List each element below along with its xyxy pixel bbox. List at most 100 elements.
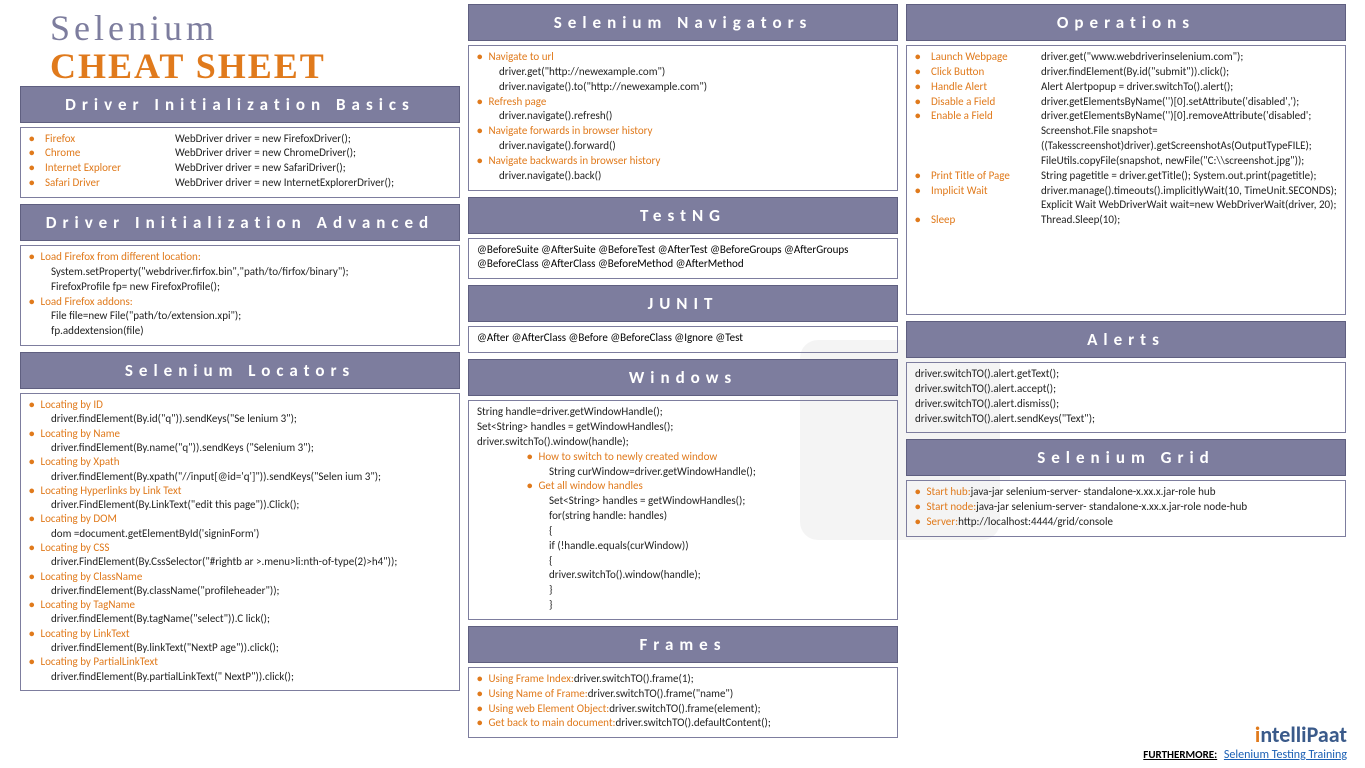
item-code: driver.getElementsByName('')[0].setAttri… xyxy=(1041,95,1337,110)
item-code: driver.findElement(By.id("submit")).clic… xyxy=(1041,65,1337,80)
item-code: java-jar selenium-server- standalone-x.x… xyxy=(976,500,1247,515)
footer-furthermore: FURTHERMORE: xyxy=(1143,748,1217,761)
item-label: Locating by ID xyxy=(40,398,102,412)
code-line: driver.navigate().refresh() xyxy=(477,109,889,124)
code-line: Set<String> handles = getWindowHandles()… xyxy=(477,420,889,435)
brand-logo: intelliPaat xyxy=(1143,721,1347,748)
list-item: •Enable a Field driver.getElementsByName… xyxy=(915,109,1337,168)
box-locators: •Locating by IDdriver.findElement(By.id(… xyxy=(20,393,460,691)
bullet-icon: • xyxy=(915,184,925,214)
bullet-icon: • xyxy=(29,512,34,526)
code-line: } xyxy=(527,598,889,613)
item-label: Navigate to url xyxy=(488,50,553,65)
code-line: { xyxy=(527,554,889,569)
item-label: Sleep xyxy=(931,213,1041,228)
item-label: Get back to main document: xyxy=(488,716,615,731)
code-line: if (!handle.equals(curWindow)) xyxy=(527,539,889,554)
list-item: •Disable a Field driver.getElementsByNam… xyxy=(915,95,1337,110)
item-label: Start hub: xyxy=(926,485,970,500)
bullet-icon: • xyxy=(29,398,34,412)
list-item: • Locating by ID xyxy=(29,398,451,412)
list-item: • Start hub: java-jar selenium-server- st… xyxy=(915,485,1337,500)
bullet-icon: • xyxy=(915,65,925,80)
code-line: driver.switchTo().window(handle); xyxy=(477,435,889,450)
item-code: driver.getElementsByName('')[0].removeAt… xyxy=(1041,109,1337,168)
code-line: File file=new File("path/to/extension.xp… xyxy=(29,309,451,324)
list-item: •Navigate backwards in browser history xyxy=(477,154,889,169)
footer: intelliPaat FURTHERMORE: Selenium Testin… xyxy=(1143,721,1347,762)
list-item: • Locating Hyperlinks by Link Text xyxy=(29,484,451,498)
header-operations: Operations xyxy=(906,4,1346,41)
item-label: Start node: xyxy=(926,500,976,515)
box-windows: String handle=driver.getWindowHandle();S… xyxy=(468,400,898,620)
bullet-icon: • xyxy=(915,500,920,515)
item-label: Print Title of Page xyxy=(931,169,1041,184)
bullet-icon: • xyxy=(915,485,920,500)
list-item: •Safari DriverWebDriver driver = new Int… xyxy=(29,176,451,191)
code-line: driver.switchTO().alert.sendKeys("Text")… xyxy=(915,412,1337,427)
bullet-icon: • xyxy=(915,50,925,65)
code-line: driver.findElement(By.xpath("//input[@id… xyxy=(29,470,451,484)
bullet-icon: • xyxy=(29,484,34,498)
item-label: Navigate backwards in browser history xyxy=(488,154,660,169)
item-label: Get all window handles xyxy=(538,479,642,494)
bullet-icon: • xyxy=(477,672,482,687)
bullet-icon: • xyxy=(915,515,920,530)
item-label: Locating by PartialLinkText xyxy=(40,655,158,669)
item-code: java-jar selenium-server- standalone-x.x… xyxy=(971,485,1216,500)
list-item: • Internet ExplorerWebDriver driver = new… xyxy=(29,161,451,176)
item-label: Locating Hyperlinks by Link Text xyxy=(40,484,181,498)
header-driver-basics: Driver Initialization Basics xyxy=(20,86,460,123)
bullet-icon: • xyxy=(29,627,34,641)
header-junit: JUNIT xyxy=(468,285,898,322)
list-item: •Navigate forwards in browser history xyxy=(477,124,889,139)
code-line: fp.addextension(file) xyxy=(29,324,451,339)
bullet-icon: • xyxy=(29,161,39,176)
box-junit: @After @AfterClass @Before @BeforeClass … xyxy=(468,326,898,353)
bullet-icon: • xyxy=(29,250,34,265)
column-right: Operations •Launch Webpagedriver.get("ww… xyxy=(906,4,1346,744)
item-code: http://localhost:4444/grid/console xyxy=(958,515,1113,530)
code-line: dom =document.getElementById('signinForm… xyxy=(29,527,451,541)
code-line: driver.findElement(By.partialLinkText(" … xyxy=(29,670,451,684)
item-label: Locating by ClassName xyxy=(40,570,142,584)
bullet-icon: • xyxy=(915,80,925,95)
list-item: •Load Firefox addons: xyxy=(29,295,451,310)
bullet-icon: • xyxy=(29,570,34,584)
item-label: Locating by CSS xyxy=(40,541,109,555)
item-label: Load Firefox from different location: xyxy=(40,250,200,265)
item-label: Locating by TagName xyxy=(40,598,135,612)
header-navigators: Selenium Navigators xyxy=(468,4,898,41)
code-line: driver.navigate().forward() xyxy=(477,139,889,154)
bullet-icon: • xyxy=(29,541,34,555)
box-alerts: driver.switchTO().alert.getText(); driver… xyxy=(906,362,1346,433)
bullet-icon: • xyxy=(477,50,482,65)
item-label: Launch Webpage xyxy=(931,50,1041,65)
box-grid: • Start hub: java-jar selenium-server- st… xyxy=(906,480,1346,537)
code-line: driver.switchTo().window(handle); xyxy=(527,568,889,583)
footer-link[interactable]: Selenium Testing Training xyxy=(1224,748,1347,762)
item-label: Locating by Name xyxy=(40,427,120,441)
bullet-icon: • xyxy=(29,455,34,469)
header-alerts: Alerts xyxy=(906,321,1346,358)
code-line: String curWindow=driver.getWindowHandle(… xyxy=(527,465,889,480)
list-item: •Locating by DOM xyxy=(29,512,451,526)
item-code: WebDriver driver = new SafariDriver(); xyxy=(175,161,451,176)
list-item: • Start node: java-jar selenium-server- s… xyxy=(915,500,1337,515)
list-item: • Server: http://localhost:4444/grid/cons… xyxy=(915,515,1337,530)
item-code: String pagetitle = driver.getTitle(); Sy… xyxy=(1041,169,1337,184)
item-label: Server: xyxy=(926,515,958,530)
code-line: driver.findElement(By.tagName("select"))… xyxy=(29,612,451,626)
code-line: driver.switchTO().alert.getText(); xyxy=(915,367,1337,382)
code-line: driver.FindElement(By.LinkText("edit thi… xyxy=(29,498,451,512)
list-item: •Print Title of PageString pagetitle = d… xyxy=(915,169,1337,184)
item-label: Locating by Xpath xyxy=(40,455,119,469)
list-item: • Load Firefox from different location: xyxy=(29,250,451,265)
item-label: Internet Explorer xyxy=(45,161,175,176)
testng-text: @BeforeSuite @AfterSuite @BeforeTest @Af… xyxy=(477,243,889,273)
item-code: Thread.Sleep(10); xyxy=(1041,213,1337,228)
item-label: Handle Alert xyxy=(931,80,1041,95)
list-item: •ChromeWebDriver driver = new ChromeDriv… xyxy=(29,146,451,161)
bullet-icon: • xyxy=(915,95,925,110)
header-grid: Selenium Grid xyxy=(906,439,1346,476)
